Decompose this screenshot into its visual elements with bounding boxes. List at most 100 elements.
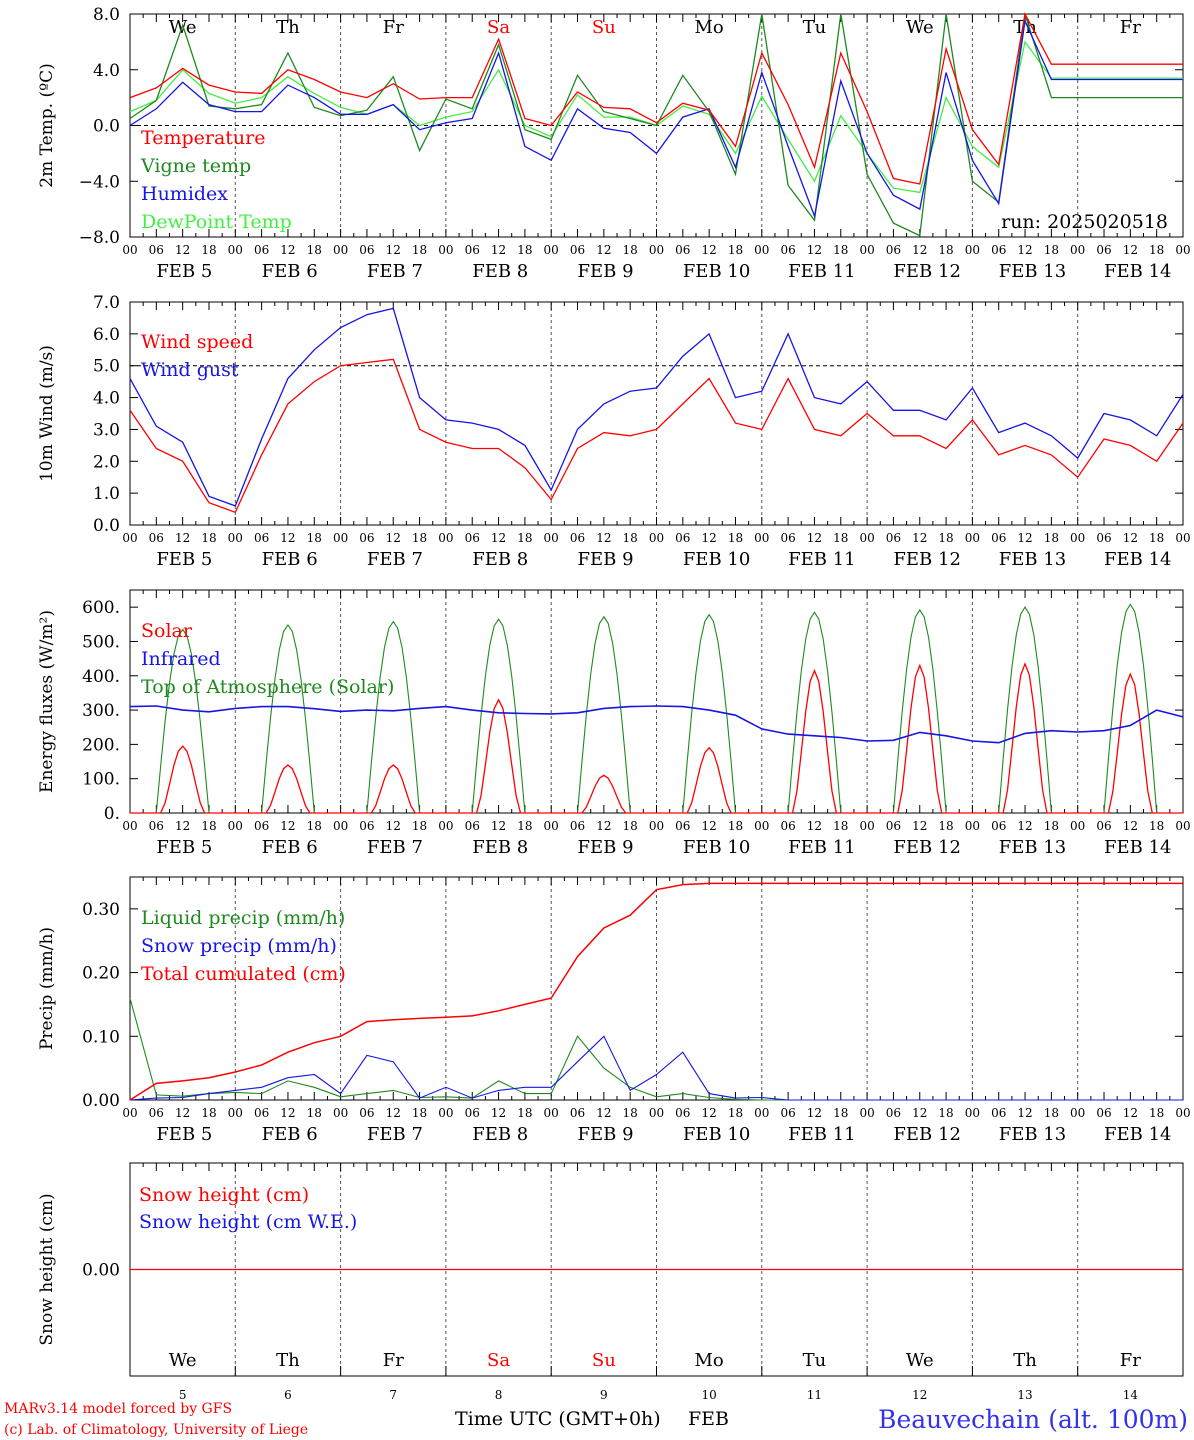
hour-tick-label: 00 xyxy=(333,531,348,545)
hour-tick-label: 18 xyxy=(517,243,532,257)
date-number-label: 11 xyxy=(807,1388,822,1402)
hour-tick-label: 18 xyxy=(517,819,532,833)
hour-tick-label: 06 xyxy=(886,819,901,833)
legend-entry: Wind gust xyxy=(141,359,239,381)
hour-tick-label: 18 xyxy=(412,243,427,257)
weekday-label: Fr xyxy=(1120,17,1141,38)
y-tick-label: −4.0 xyxy=(79,172,120,192)
hour-tick-label: 06 xyxy=(1096,243,1111,257)
date-label: FEB 5 xyxy=(156,261,212,282)
date-label: FEB 14 xyxy=(1104,549,1171,570)
hour-tick-label: 12 xyxy=(175,1106,190,1120)
legend-entry: Infrared xyxy=(141,648,221,670)
hour-tick-label: 12 xyxy=(702,1106,717,1120)
weekday-label: We xyxy=(906,1350,934,1371)
date-number-label: 6 xyxy=(284,1388,292,1402)
hour-tick-label: 06 xyxy=(570,531,585,545)
hour-tick-label: 12 xyxy=(280,531,295,545)
weekday-label: Mo xyxy=(695,1350,724,1371)
date-label: FEB 11 xyxy=(788,261,855,282)
hour-tick-label: 06 xyxy=(991,243,1006,257)
y-tick-label: 0.00 xyxy=(82,1261,120,1281)
hour-tick-label: 00 xyxy=(649,1106,664,1120)
date-label: FEB 12 xyxy=(893,1124,960,1145)
hour-tick-label: 00 xyxy=(1175,531,1190,545)
hour-tick-label: 00 xyxy=(544,1106,559,1120)
date-label: FEB 8 xyxy=(472,261,528,282)
hour-tick-label: 18 xyxy=(1044,1106,1059,1120)
hour-tick-label: 12 xyxy=(175,243,190,257)
hour-tick-label: 12 xyxy=(596,531,611,545)
plot-frame xyxy=(129,301,1184,526)
date-number-label: 9 xyxy=(600,1388,608,1402)
solar-line xyxy=(130,661,1183,814)
hour-tick-label: 18 xyxy=(833,1106,848,1120)
date-label: FEB 8 xyxy=(472,837,528,858)
hour-tick-label: 06 xyxy=(886,243,901,257)
y-tick-label: −8.0 xyxy=(79,228,120,248)
date-label: FEB 7 xyxy=(367,1124,423,1145)
hour-tick-label: 00 xyxy=(122,531,137,545)
weekday-label: Fr xyxy=(383,17,404,38)
legend-entry: Top of Atmosphere (Solar) xyxy=(141,676,394,698)
hour-tick-label: 06 xyxy=(465,531,480,545)
hour-tick-label: 06 xyxy=(359,819,374,833)
wind-series-line xyxy=(129,307,1184,507)
date-label: FEB 10 xyxy=(683,261,750,282)
panels: 8.0 4.0 0.0 −4.0 −8.0 2m Temp. (ºC) We Th Fr Sa Su… xyxy=(37,5,1191,1402)
hour-tick-label: 18 xyxy=(938,243,953,257)
weekday-label: Sa xyxy=(487,1350,510,1371)
hour-tick-label: 06 xyxy=(465,1106,480,1120)
hour-tick-label: 18 xyxy=(1149,531,1164,545)
hour-tick-label: 18 xyxy=(728,243,743,257)
legend-entry: DewPoint Temp xyxy=(141,211,292,233)
time-axis-label: Time UTC (GMT+0h) xyxy=(455,1408,661,1430)
date-label: FEB 13 xyxy=(999,549,1066,570)
hour-tick-label: 18 xyxy=(307,243,322,257)
date-label: FEB 7 xyxy=(367,837,423,858)
hour-tick-label: 06 xyxy=(886,531,901,545)
hour-tick-label: 18 xyxy=(938,819,953,833)
hour-tick-label: 06 xyxy=(570,819,585,833)
hour-tick-label: 00 xyxy=(438,819,453,833)
hour-tick-label: 00 xyxy=(649,819,664,833)
hour-tick-label: 12 xyxy=(702,243,717,257)
hour-tick-label: 12 xyxy=(912,531,927,545)
hour-tick-label: 06 xyxy=(149,531,164,545)
date-label: FEB 6 xyxy=(262,261,318,282)
hour-tick-label: 18 xyxy=(201,1106,216,1120)
y-tick-label: 500. xyxy=(82,632,120,652)
hour-tick-label: 00 xyxy=(1175,819,1190,833)
hour-tick-label: 18 xyxy=(938,1106,953,1120)
date-label: FEB 14 xyxy=(1104,261,1171,282)
hour-tick-label: 06 xyxy=(780,1106,795,1120)
hour-tick-label: 00 xyxy=(438,1106,453,1120)
hour-tick-label: 12 xyxy=(1123,1106,1138,1120)
hour-tick-label: 18 xyxy=(201,531,216,545)
weekday-label: Su xyxy=(592,17,616,38)
hour-tick-label: 12 xyxy=(596,243,611,257)
hour-tick-label: 18 xyxy=(201,243,216,257)
weekday-label: We xyxy=(169,1350,197,1371)
hour-tick-label: 12 xyxy=(491,819,506,833)
hour-tick-label: 12 xyxy=(491,243,506,257)
energy-panel: 600. 500. 400. 300. 200. 100. 0. Energy fluxes … xyxy=(37,589,1191,858)
weekday-label: Sa xyxy=(487,17,510,38)
footer: MARv3.14 model forced by GFS (c) Lab. of… xyxy=(4,1401,1188,1438)
hour-tick-label: 00 xyxy=(965,819,980,833)
date-label: FEB 10 xyxy=(683,837,750,858)
wind-series-line xyxy=(129,358,1184,514)
hour-tick-label: 18 xyxy=(623,243,638,257)
y-tick-label: 200. xyxy=(82,735,120,755)
hour-tick-label: 12 xyxy=(491,1106,506,1120)
hour-tick-label: 06 xyxy=(675,243,690,257)
hour-tick-label: 00 xyxy=(965,1106,980,1120)
hour-tick-label: 00 xyxy=(1070,531,1085,545)
hour-tick-label: 18 xyxy=(307,819,322,833)
weekday-label: We xyxy=(906,17,934,38)
y-tick-label: 0.00 xyxy=(82,1091,120,1111)
date-label: FEB 11 xyxy=(788,549,855,570)
temp-series-line xyxy=(129,12,1183,185)
hour-tick-label: 00 xyxy=(228,819,243,833)
date-label: FEB 9 xyxy=(578,549,634,570)
